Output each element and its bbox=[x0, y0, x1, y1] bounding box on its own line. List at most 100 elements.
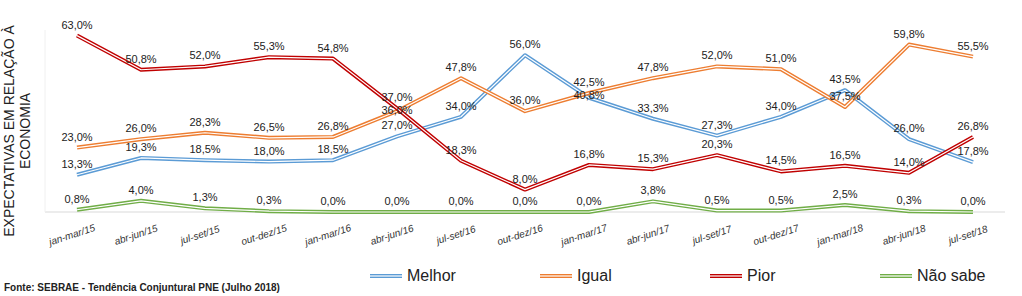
data-label: 33,3% bbox=[637, 102, 668, 114]
data-label: 43,5% bbox=[829, 73, 860, 85]
x-tick-label: out-dez/17 bbox=[752, 222, 801, 247]
data-label: 0,0% bbox=[448, 195, 473, 207]
plot-area bbox=[77, 36, 973, 212]
data-label: 14,0% bbox=[893, 156, 924, 168]
x-tick-label: abr-jun/16 bbox=[369, 222, 415, 246]
data-label: 56,0% bbox=[509, 38, 540, 50]
data-label: 36,0% bbox=[509, 94, 540, 106]
legend-label: Igual bbox=[577, 267, 612, 284]
data-label: 34,0% bbox=[445, 100, 476, 112]
data-label: 3,8% bbox=[640, 184, 665, 196]
legend-swatch bbox=[370, 274, 402, 278]
y-axis-title: EXPECTATIVAS EM RELAÇÃO ÀECONOMIA bbox=[1, 25, 33, 237]
legend-item: Igual bbox=[540, 267, 612, 284]
data-label: 1,3% bbox=[192, 191, 217, 203]
data-label: 54,8% bbox=[317, 42, 348, 54]
x-tick-label: jan-mar/17 bbox=[558, 222, 609, 248]
source-note: Fonte: SEBRAE - Tendência Conjuntural PN… bbox=[4, 282, 280, 293]
legend-swatch-highlight bbox=[370, 275, 402, 276]
line-highlight bbox=[77, 45, 973, 148]
data-label: 4,0% bbox=[128, 184, 153, 196]
data-label: 2,5% bbox=[832, 188, 857, 200]
data-label: 19,3% bbox=[125, 141, 156, 153]
data-label: 0,0% bbox=[320, 195, 345, 207]
data-label: 55,5% bbox=[957, 40, 988, 52]
data-label: 18,3% bbox=[445, 144, 476, 156]
data-label: 16,5% bbox=[829, 149, 860, 161]
data-label: 36,0% bbox=[381, 104, 412, 116]
data-label: 28,3% bbox=[189, 116, 220, 128]
data-label: 34,0% bbox=[765, 100, 796, 112]
y-axis-line bbox=[45, 30, 46, 212]
x-tick-label: abr-jun/18 bbox=[881, 222, 927, 246]
legend-label: Pior bbox=[747, 267, 776, 284]
data-label: 51,0% bbox=[765, 52, 796, 64]
x-tick-label: jan-mar/18 bbox=[814, 222, 865, 248]
legend-item: Melhor bbox=[370, 267, 457, 284]
legend-item: Pior bbox=[710, 267, 776, 284]
x-tick-label: out-dez/15 bbox=[240, 222, 289, 247]
data-label: 52,0% bbox=[701, 49, 732, 61]
data-label: 37,0% bbox=[381, 91, 412, 103]
x-tick-label: jan-mar/15 bbox=[46, 222, 97, 248]
data-label: 40,8% bbox=[573, 89, 604, 101]
data-label: 63,0% bbox=[61, 19, 92, 31]
chart: EXPECTATIVAS EM RELAÇÃO ÀECONOMIA 63,0% 23… bbox=[0, 0, 1022, 296]
data-label: 42,5% bbox=[573, 76, 604, 88]
x-tick-label: jul-set/18 bbox=[945, 223, 989, 247]
data-label: 52,0% bbox=[189, 49, 220, 61]
legend-swatch bbox=[880, 274, 912, 278]
data-label: 0,3% bbox=[896, 194, 921, 206]
legend-label: Melhor bbox=[407, 267, 457, 284]
data-label: 26,8% bbox=[957, 120, 988, 132]
data-label: 26,0% bbox=[125, 122, 156, 134]
data-label: 0,3% bbox=[256, 194, 281, 206]
series-line bbox=[77, 45, 973, 148]
legend-label: Não sabe bbox=[917, 267, 986, 284]
legend-swatch-highlight bbox=[880, 275, 912, 276]
x-tick-label: jul-set/16 bbox=[433, 223, 477, 247]
data-label: 27,3% bbox=[701, 119, 732, 131]
data-label: 0,5% bbox=[704, 194, 729, 206]
data-label: 0,5% bbox=[768, 194, 793, 206]
x-tick-label: jan-mar/16 bbox=[302, 222, 353, 248]
line-highlight bbox=[77, 36, 973, 190]
data-label: 0,0% bbox=[960, 195, 985, 207]
data-label: 27,0% bbox=[381, 119, 412, 131]
x-tick-label: jul-set/15 bbox=[177, 223, 221, 247]
x-tick-label: jul-set/17 bbox=[689, 223, 733, 247]
data-label: 17,8% bbox=[957, 145, 988, 157]
series-line bbox=[77, 55, 973, 175]
data-label: 8,0% bbox=[512, 173, 537, 185]
data-label: 55,3% bbox=[253, 40, 284, 52]
x-tick-label: abr-jun/17 bbox=[625, 222, 671, 246]
data-label: 26,0% bbox=[893, 122, 924, 134]
data-label: 0,0% bbox=[384, 195, 409, 207]
data-label: 47,8% bbox=[445, 61, 476, 73]
data-label: 0,0% bbox=[512, 195, 537, 207]
legend-swatch-highlight bbox=[710, 275, 742, 276]
legend-swatch bbox=[710, 274, 742, 278]
line-highlight bbox=[77, 55, 973, 175]
data-label: 26,5% bbox=[253, 121, 284, 133]
data-label: 15,3% bbox=[637, 152, 668, 164]
data-label: 0,0% bbox=[576, 195, 601, 207]
data-label: 14,5% bbox=[765, 154, 796, 166]
series-line bbox=[77, 36, 973, 190]
legend-swatch-highlight bbox=[540, 275, 572, 276]
data-label: 20,3% bbox=[701, 138, 732, 150]
x-tick-label: out-dez/16 bbox=[496, 222, 545, 247]
data-label: 18,5% bbox=[317, 143, 348, 155]
data-label: 47,8% bbox=[637, 61, 668, 73]
data-label: 18,5% bbox=[189, 143, 220, 155]
x-tick-label: abr-jun/15 bbox=[113, 222, 159, 246]
data-label: 37,5% bbox=[829, 90, 860, 102]
legend-swatch bbox=[540, 274, 572, 278]
data-label: 18,0% bbox=[253, 145, 284, 157]
data-label: 16,8% bbox=[573, 148, 604, 160]
legend-item: Não sabe bbox=[880, 267, 986, 284]
data-label: 13,3% bbox=[61, 158, 92, 170]
data-label: 0,8% bbox=[64, 193, 89, 205]
data-label: 23,0% bbox=[61, 131, 92, 143]
data-label: 26,8% bbox=[317, 120, 348, 132]
